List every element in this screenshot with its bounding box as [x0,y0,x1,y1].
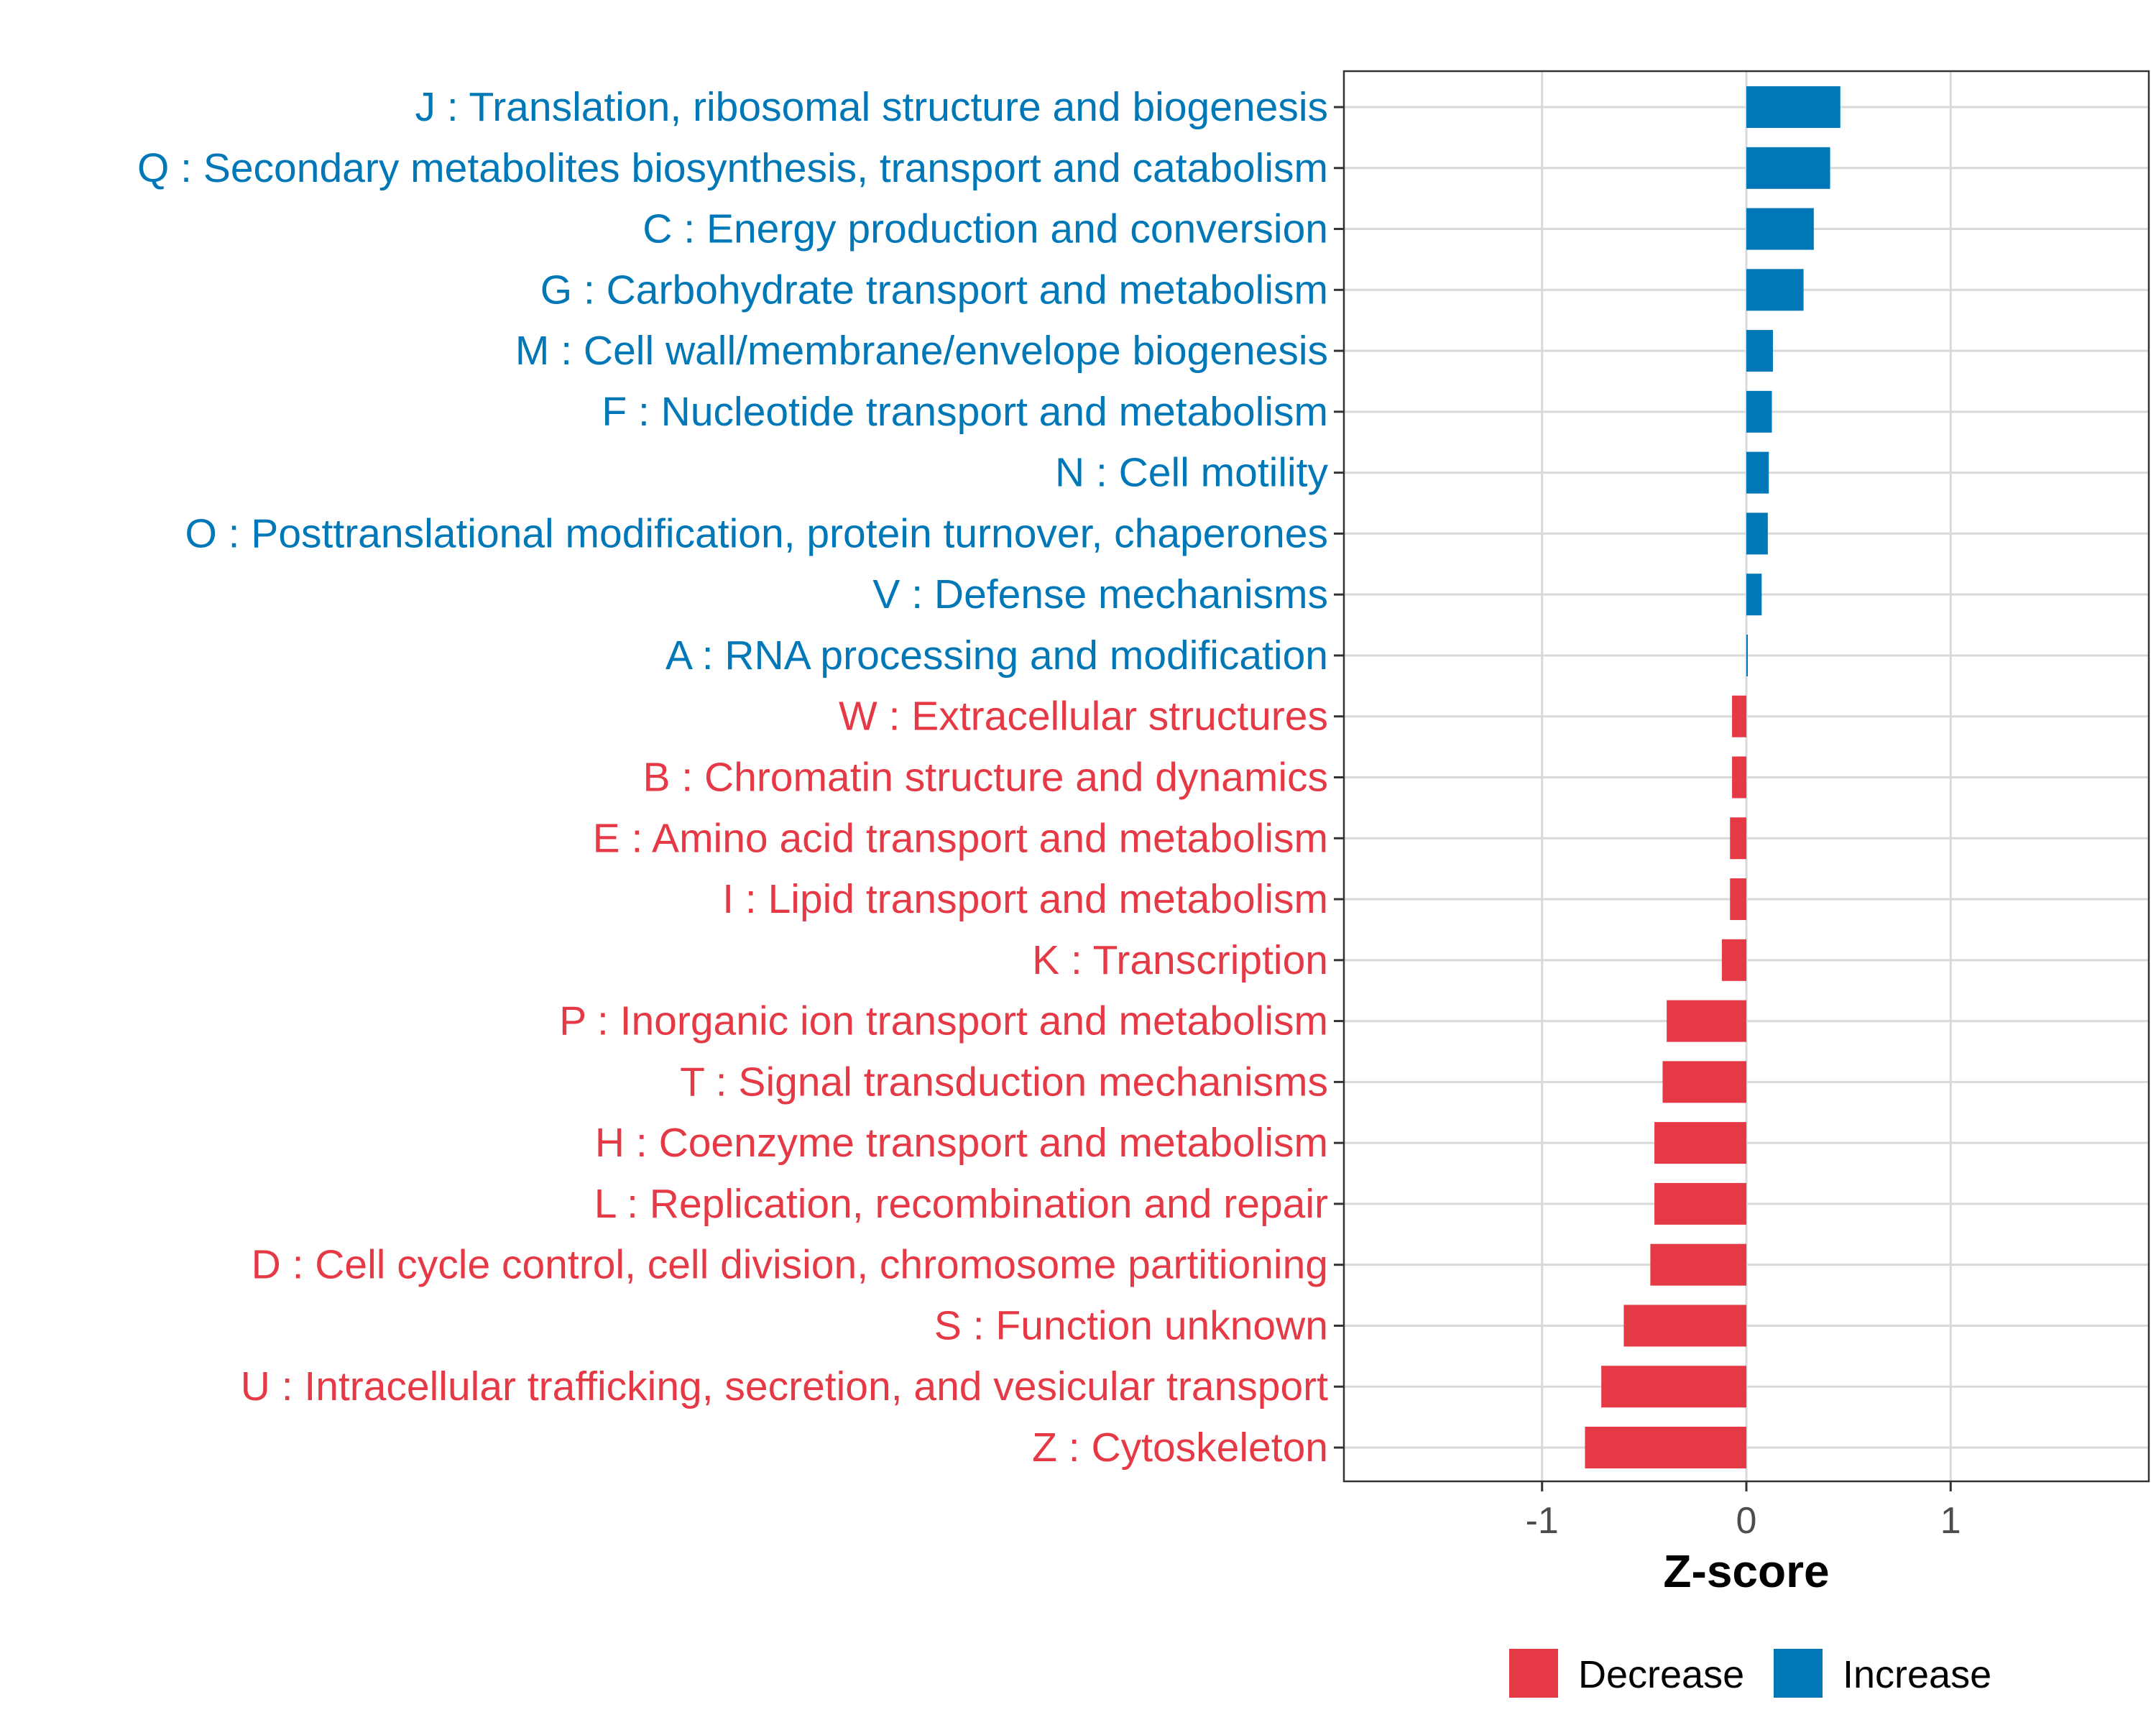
bar [1730,817,1746,860]
category-label: K : Transcription [1032,937,1328,983]
x-tick-label: -1 [1526,1500,1559,1542]
category-label: H : Coenzyme transport and metabolism [595,1120,1328,1166]
bar [1732,756,1746,799]
category-label: L : Replication, recombination and repai… [594,1181,1328,1227]
legend: Decrease Increase [1509,1649,1991,1698]
bar [1654,1182,1746,1225]
bar [1650,1243,1746,1286]
category-label: V : Defense mechanisms [872,571,1328,617]
y-axis-ticks [1334,106,1344,1449]
bar [1746,269,1804,311]
legend-swatch [1509,1649,1558,1698]
category-label: P : Inorganic ion transport and metaboli… [559,998,1328,1044]
bar [1601,1366,1746,1408]
x-axis-title: Z-score [1663,1545,1829,1597]
legend-label: Decrease [1578,1653,1744,1696]
category-label: W : Extracellular structures [839,694,1328,740]
bar [1746,86,1841,128]
bar [1732,695,1746,737]
category-label: J : Translation, ribosomal structure and… [415,84,1328,130]
bar [1623,1305,1746,1347]
x-tick-label: 0 [1736,1500,1757,1542]
category-label: T : Signal transduction mechanisms [680,1059,1328,1105]
category-label: Q : Secondary metabolites biosynthesis, … [137,145,1328,191]
category-label: M : Cell wall/membrane/envelope biogenes… [515,328,1328,374]
bar [1746,512,1768,555]
category-labels: J : Translation, ribosomal structure and… [137,84,1329,1471]
bar [1654,1122,1746,1164]
bar [1585,1427,1746,1468]
category-label: S : Function unknown [934,1302,1328,1348]
category-label: O : Posttranslational modification, prot… [185,510,1328,556]
category-label: I : Lipid transport and metabolism [722,876,1328,922]
category-label: F : Nucleotide transport and metabolism [602,389,1328,435]
x-tick-label: 1 [1940,1500,1961,1542]
legend-label: Increase [1843,1653,1991,1696]
category-label: E : Amino acid transport and metabolism [593,815,1328,861]
bar [1667,1000,1746,1042]
category-label: U : Intracellular trafficking, secretion… [241,1363,1328,1409]
category-label: N : Cell motility [1055,450,1329,496]
bar [1746,330,1773,372]
bar [1746,208,1814,250]
category-label: B : Chromatin structure and dynamics [642,755,1328,801]
category-label: D : Cell cycle control, cell division, c… [252,1242,1328,1288]
bar [1746,574,1762,616]
bar [1746,390,1772,433]
legend-swatch [1774,1649,1823,1698]
category-label: C : Energy production and conversion [642,206,1328,252]
bar [1721,939,1746,981]
bar [1662,1061,1746,1103]
bar [1746,451,1769,494]
category-label: A : RNA processing and modification [665,632,1328,678]
category-label: Z : Cytoskeleton [1032,1425,1328,1471]
x-axis-ticks: -1 0 1 [1526,1481,1961,1542]
bar [1746,634,1748,676]
bar [1746,147,1830,189]
bars [1585,86,1841,1468]
category-label: G : Carbohydrate transport and metabolis… [540,267,1328,313]
bar [1730,878,1746,921]
